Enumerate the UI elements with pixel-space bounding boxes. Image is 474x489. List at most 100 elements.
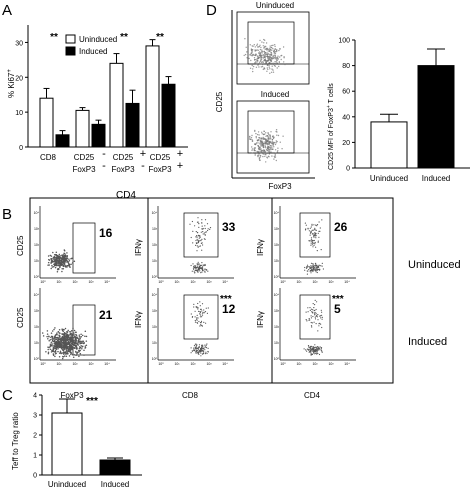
b-flow-dot — [205, 269, 207, 271]
d-flow-dot — [254, 61, 257, 63]
b-flow-dot — [57, 342, 60, 344]
d-flow-dot — [255, 135, 257, 138]
d-flow-dot — [265, 161, 267, 163]
b-flow-dot — [203, 269, 205, 271]
b-flow-dot — [57, 350, 59, 353]
d-flow-dot — [278, 56, 281, 58]
b-flow-dot — [54, 266, 57, 269]
b-flow-dot — [200, 349, 202, 351]
b-flow-dot — [202, 345, 204, 348]
b-flow-dot — [49, 254, 52, 257]
d-flow-dot — [267, 145, 269, 148]
b-flow-dot — [78, 351, 80, 353]
d-flow-dot — [263, 133, 266, 135]
b-flow-dot — [315, 308, 317, 311]
d-flow-dot — [263, 67, 265, 69]
b-flow-dot — [70, 346, 73, 348]
b-y-tick-label: 10⁴ — [152, 293, 158, 297]
b-x-tick-label: 10² — [312, 280, 318, 284]
d-flow-dot — [260, 58, 263, 60]
d-flow-dot — [253, 57, 256, 59]
d-flow-dot — [268, 48, 270, 51]
b-flow-dot — [46, 330, 49, 332]
b-flow-dot — [70, 337, 72, 339]
b-flow-dot — [198, 241, 200, 243]
b-flow-dot — [196, 317, 198, 319]
a-group-label: FoxP3 — [148, 165, 172, 174]
b-y-tick-label: 10³ — [34, 309, 40, 313]
b-flow-dot — [56, 262, 58, 264]
d-flow-dot — [260, 46, 262, 49]
b-flow-dot — [309, 347, 311, 349]
b-flow-dot — [313, 266, 315, 268]
b-flow-dot — [77, 344, 80, 346]
b-flow-dot — [209, 228, 211, 230]
b-flow-dot — [63, 255, 66, 257]
b-flow-dot — [198, 353, 200, 355]
d-flow-dot — [261, 56, 263, 59]
b-flow-dot — [197, 264, 199, 266]
b-flow-dot — [48, 259, 51, 261]
d-flow-dot — [275, 142, 277, 144]
d-flow-dot — [268, 141, 271, 144]
b-flow-dot — [81, 334, 84, 337]
b-flow-dot — [313, 312, 315, 314]
d-flow-dot — [265, 140, 267, 142]
b-flow-dot — [314, 227, 316, 229]
d-flow-dot — [274, 52, 277, 55]
d-flow-dot — [259, 139, 262, 142]
d-flow-dot — [261, 52, 263, 54]
d-flow-dot — [266, 67, 268, 69]
b-flow-dot — [63, 352, 65, 355]
b-flow-dot — [196, 322, 199, 324]
b-flow-dot — [54, 327, 56, 329]
b-flow-dot — [314, 351, 316, 353]
b-flow-dot — [47, 261, 50, 264]
b-flow-dot — [66, 266, 68, 268]
b-flow-dot — [63, 258, 66, 260]
a-group-label: CD25 — [150, 153, 171, 162]
b-flow-dot — [201, 325, 203, 327]
b-flow-dot — [313, 348, 315, 350]
b-flow-dot — [320, 315, 322, 317]
d-flow-dot — [274, 143, 277, 146]
b-flow-dot — [63, 355, 66, 357]
d-flow-dot — [280, 55, 282, 57]
b-flow-dot — [85, 340, 88, 342]
b-y-tick-label: 10⁴ — [274, 211, 280, 215]
b-flow-dot — [196, 269, 198, 271]
b-flow-dot — [314, 232, 316, 234]
b-flow-dot — [205, 351, 207, 353]
d-flow-dot — [269, 53, 271, 55]
b-y-tick-label: 10² — [152, 325, 158, 329]
d-flow-dot — [257, 56, 259, 58]
d-flow-dot — [251, 64, 253, 67]
b-x-tick-label: 10¹ — [174, 280, 180, 284]
d-flow-dot — [270, 58, 273, 60]
b-x-tick-label: 10³ — [328, 362, 334, 366]
b-flow-dot — [61, 348, 63, 350]
b-flow-dot — [48, 339, 50, 342]
a-significance-stars: ** — [50, 32, 58, 43]
c-bar-uninduced — [51, 412, 83, 476]
d-flow-dot — [259, 143, 262, 145]
b-flow-dot — [55, 346, 57, 348]
b-flow-dot — [310, 230, 312, 232]
b-flow-dot — [55, 333, 58, 336]
b-flow-dot — [62, 349, 65, 352]
b-flow-dot — [76, 347, 78, 350]
b-flow-dot — [198, 346, 200, 348]
b-flow-dot — [56, 271, 59, 273]
b-flow-dot — [64, 344, 67, 346]
b-flow-dot — [55, 348, 58, 350]
b-y-tick-label: 10⁰ — [274, 357, 280, 361]
b-flow-dot — [321, 219, 323, 221]
d-flow-dot — [261, 63, 264, 66]
b-flow-dot — [200, 355, 202, 357]
b-flow-dot — [201, 249, 203, 251]
d-flow-dot — [277, 55, 279, 57]
b-flow-dot — [200, 350, 202, 352]
b-flow-dot — [84, 330, 87, 333]
a-bar-uninduced — [145, 45, 160, 148]
b-flow-dot — [72, 340, 74, 343]
